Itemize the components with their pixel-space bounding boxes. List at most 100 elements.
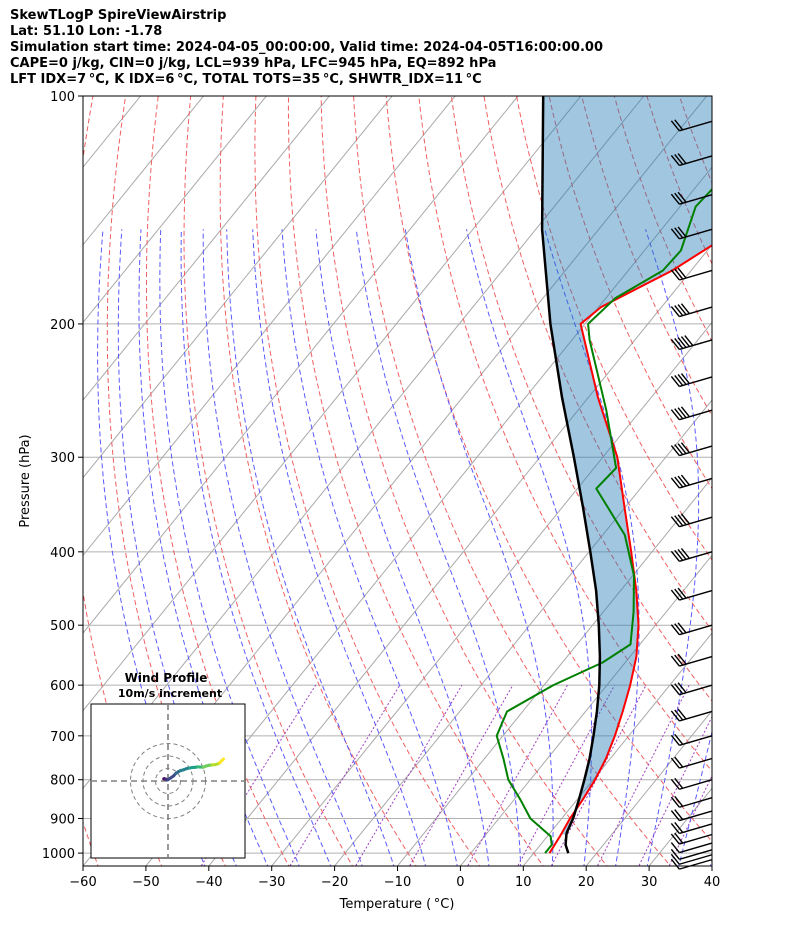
wind-barb (670, 682, 713, 696)
mixing-ratio-line (596, 684, 690, 866)
dry-adiabat (385, 96, 712, 843)
y-tick-label: 1000 (42, 847, 75, 862)
wind-barb (670, 513, 713, 528)
dry-adiabat (320, 96, 608, 866)
hodograph-trace (219, 757, 225, 763)
wind-barb (670, 587, 713, 601)
temperature-profile (548, 244, 712, 854)
isotherm-line (83, 96, 582, 712)
y-tick-label: 800 (50, 774, 75, 789)
y-tick-label: 400 (50, 546, 75, 561)
cin-shading (542, 96, 712, 835)
wind-barb (670, 547, 713, 563)
isotherm-line (208, 243, 712, 866)
y-tick-label: 700 (50, 730, 75, 745)
indices-line-2: LFT IDX=7 °C, K IDX=6 °C, TOTAL TOTS=35 … (10, 72, 482, 87)
moist-adiabat (355, 229, 522, 866)
wind-barb (670, 119, 713, 132)
hodograph-title: Wind Profile (125, 671, 208, 685)
wind-barb (670, 303, 713, 318)
dry-adiabat (83, 820, 99, 866)
x-tick-label: −50 (132, 875, 159, 890)
x-tick-label: −20 (321, 875, 348, 890)
wind-barb (670, 842, 713, 854)
isotherm-line (0, 79, 91, 869)
moist-adiabat (180, 229, 332, 866)
wind-barb (670, 821, 713, 835)
isotherm-line (83, 96, 456, 557)
mixing-ratio-line (517, 684, 616, 866)
moist-adiabat (466, 229, 593, 866)
mixing-ratio-line (289, 684, 401, 866)
wind-barb (670, 267, 713, 281)
plot-area (0, 79, 794, 869)
moist-adiabat (678, 729, 712, 866)
wind-barb (670, 848, 713, 860)
hodograph-inset: Wind Profile 10m/s increment (90, 671, 246, 859)
axes: −60 −50 −40 −30 −20 −10 0 10 20 30 40 1000 900 800 700… (42, 90, 720, 890)
wind-barb (670, 191, 713, 205)
dry-adiabat (711, 96, 712, 98)
hodograph-subtitle: 10m/s increment (118, 687, 222, 700)
wind-barb (670, 335, 713, 351)
mixing-ratio-line (550, 684, 647, 866)
isotherm-line (333, 399, 712, 866)
wind-barb (670, 622, 713, 636)
moist-adiabat (709, 858, 712, 866)
wind-barb (670, 777, 713, 790)
moist-adiabat (544, 229, 640, 866)
chart-title: SkewTLogP SpireViewAirstrip (10, 8, 227, 23)
moist-adiabat (117, 229, 237, 866)
dry-adiabat (287, 96, 545, 866)
moist-adiabat (202, 229, 363, 866)
y-tick-label: 100 (50, 90, 75, 105)
wind-barb (670, 653, 713, 667)
indices-line-1: CAPE=0 j/kg, CIN=0 j/kg, LCL=939 hPa, LF… (10, 56, 497, 71)
x-tick-label: −30 (258, 875, 285, 890)
dry-adiabat (581, 96, 712, 417)
x-tick-label: −40 (195, 875, 222, 890)
y-tick-label: 200 (50, 318, 75, 333)
wind-barb (670, 373, 713, 388)
time-label: Simulation start time: 2024-04-05_00:00:… (10, 40, 603, 55)
wind-barbs (670, 119, 713, 870)
dry-adiabat (450, 96, 712, 702)
dry-adiabat (738, 79, 794, 869)
moist-adiabat (315, 229, 490, 866)
mixing-ratio-line (409, 684, 514, 866)
dry-adiabat (515, 96, 712, 561)
moist-adiabat (281, 229, 458, 866)
wind-barb (670, 733, 713, 747)
x-tick-label: −60 (69, 875, 96, 890)
isotherm-line (83, 96, 330, 401)
wind-barb (670, 756, 713, 769)
wind-barb (670, 226, 713, 240)
isotherm-line (271, 321, 712, 866)
dry-adiabat (483, 96, 712, 632)
moist-adiabat (252, 229, 427, 866)
moist-adiabat (645, 229, 700, 866)
moist-adiabat (97, 229, 206, 866)
wind-barb (670, 474, 713, 489)
y-axis-label: Pressure (hPa) (18, 434, 33, 527)
isotherm-line (145, 166, 712, 866)
moist-adiabat (404, 229, 554, 866)
wind-barb (670, 442, 713, 457)
isotherm-line (396, 476, 712, 866)
x-tick-label: 0 (456, 875, 464, 890)
wind-barb (670, 153, 713, 167)
wind-barb (670, 708, 713, 722)
wind-barb (670, 858, 713, 870)
isotherm-line (83, 96, 268, 324)
isotherm-line (83, 96, 393, 479)
mixing-ratio-line (355, 684, 463, 866)
y-tick-label: 300 (50, 451, 75, 466)
parcel-profile (540, 96, 602, 854)
wind-barb (670, 853, 713, 865)
dry-adiabat (254, 96, 481, 866)
x-axis-label: Temperature ( °C) (339, 897, 455, 912)
isotherm-line (83, 96, 519, 634)
header: SkewTLogP SpireViewAirstrip Lat: 51.10 L… (10, 8, 790, 88)
dry-adiabat (183, 96, 354, 866)
